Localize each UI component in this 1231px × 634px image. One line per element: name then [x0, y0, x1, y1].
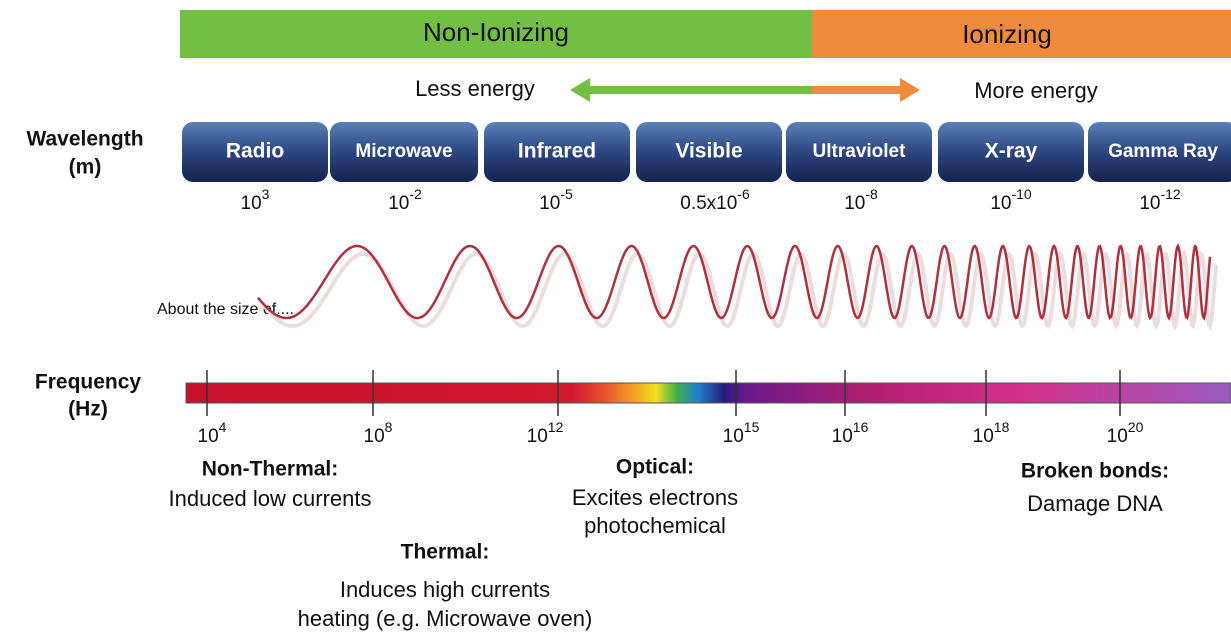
band-box	[484, 122, 630, 182]
effect-line: Induces high currents	[340, 577, 550, 602]
effect-title: Thermal:	[401, 541, 490, 564]
effect-line: heating (e.g. Microwave oven)	[298, 606, 593, 631]
band-name: Microwave	[355, 141, 452, 162]
wavelength-value: 0.5x10-6	[680, 186, 750, 214]
frequency-value-base: 10	[1107, 426, 1128, 447]
frequency-value: 108	[364, 419, 393, 447]
wavelength-value-exp: -10	[1011, 186, 1031, 202]
wave	[257, 243, 1212, 321]
wavelength-value-exp: -5	[560, 186, 573, 202]
effect-title: Optical:	[616, 456, 694, 479]
wavelength-unit: (m)	[69, 156, 102, 179]
less-energy: Less energy	[415, 76, 535, 101]
frequency-value-base: 10	[364, 426, 385, 447]
band-box	[786, 122, 932, 182]
band-box	[636, 122, 782, 182]
wavelength-value-base: 0.5x10	[680, 193, 737, 214]
frequency-value: 1015	[723, 419, 760, 447]
frequency-value-base: 10	[832, 426, 853, 447]
wavelength-value: 10-10	[990, 186, 1032, 214]
frequency-value-base: 10	[527, 426, 548, 447]
band-box	[938, 122, 1084, 182]
non-ionizing-bar	[180, 10, 812, 58]
band-box	[182, 122, 328, 182]
wavelength-value-exp: -2	[409, 186, 422, 202]
frequency-value-exp: 15	[744, 419, 760, 435]
wavelength-value-base: 10	[388, 193, 409, 214]
wavelength-value: 10-2	[388, 186, 422, 214]
frequency-value-exp: 4	[219, 419, 227, 435]
arrow-left	[570, 78, 812, 102]
more-energy: More energy	[974, 78, 1098, 103]
frequency-value-exp: 12	[548, 419, 564, 435]
non-ionizing-label: Non-Ionizing	[423, 17, 569, 47]
effect-title: Broken bonds:	[1021, 460, 1169, 483]
wavelength-value-base: 10	[990, 193, 1011, 214]
frequency-value: 1018	[973, 419, 1010, 447]
band-box	[1088, 122, 1231, 182]
wavelength-value: 10-5	[539, 186, 573, 214]
frequency-value-exp: 8	[385, 419, 393, 435]
wavelength-value-exp: -8	[865, 186, 878, 202]
wavelength-value-exp: -12	[1160, 186, 1180, 202]
ionizing-label: Ionizing	[962, 19, 1052, 49]
wavelength-value-base: 10	[539, 193, 560, 214]
frequency-unit: (Hz)	[68, 398, 108, 421]
frequency-value: 1012	[527, 419, 564, 447]
ionizing-bar	[812, 10, 1231, 58]
effect-line: Damage DNA	[1027, 491, 1163, 516]
wavelength-value-base: 10	[241, 193, 262, 214]
wavelength-value-base: 10	[1139, 193, 1160, 214]
spectrum-bar	[185, 382, 1231, 404]
frequency-value: 104	[198, 419, 227, 447]
frequency-value: 1020	[1107, 419, 1144, 447]
wavelength-value-exp: 3	[262, 186, 270, 202]
wavelength-value: 103	[241, 186, 270, 214]
wavelength-value-exp: -6	[737, 186, 750, 202]
wavelength-value: 10-8	[844, 186, 878, 214]
wavelength-value: 10-12	[1139, 186, 1181, 214]
frequency-label: Frequency	[35, 371, 142, 394]
wavelength-value-base: 10	[844, 193, 865, 214]
size-note: About the size of....	[157, 301, 294, 318]
band-name: Gamma Ray	[1108, 141, 1218, 162]
arrow-right	[812, 78, 920, 102]
effect-title: Non-Thermal:	[202, 458, 339, 481]
frequency-value: 1016	[832, 419, 869, 447]
band-box	[330, 122, 478, 182]
band-name: Visible	[675, 140, 742, 163]
frequency-value-exp: 16	[853, 419, 869, 435]
frequency-value-base: 10	[198, 426, 219, 447]
effect-line: Excites electrons	[572, 485, 738, 510]
band-name: X-ray	[985, 140, 1038, 163]
frequency-value-base: 10	[973, 426, 994, 447]
wavelength-label: Wavelength	[26, 128, 143, 151]
band-name: Infrared	[518, 140, 596, 163]
frequency-value-base: 10	[723, 426, 744, 447]
frequency-value-exp: 20	[1128, 419, 1144, 435]
band-name: Ultraviolet	[813, 141, 907, 162]
effect-line: photochemical	[584, 513, 726, 538]
effect-line: Induced low currents	[169, 486, 372, 511]
band-name: Radio	[226, 140, 284, 163]
frequency-value-exp: 18	[994, 419, 1010, 435]
